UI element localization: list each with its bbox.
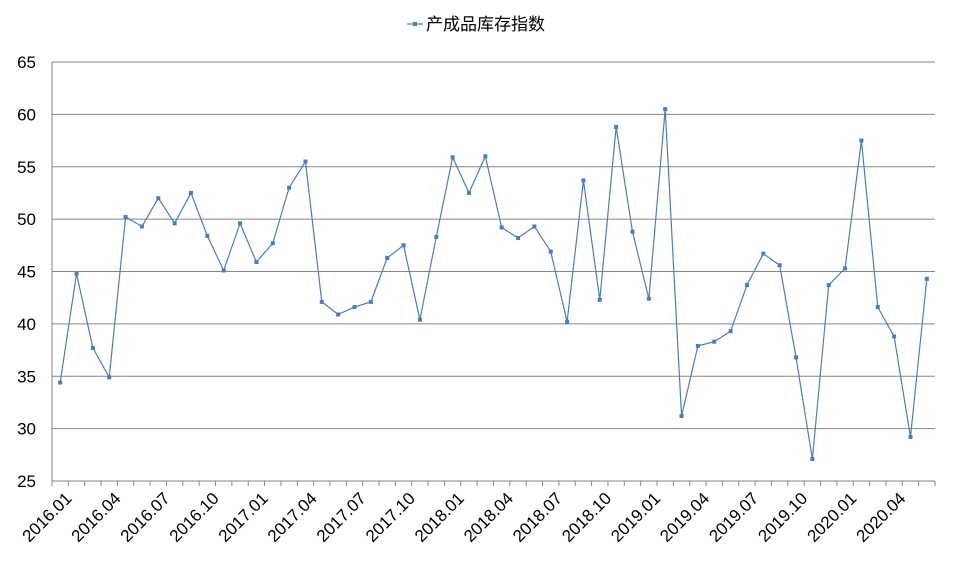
y-tick-label: 25 <box>17 472 36 491</box>
point <box>777 263 782 268</box>
point <box>859 138 864 143</box>
point <box>548 249 553 254</box>
point <box>483 154 488 159</box>
x-tick-label: 2020.01 <box>803 489 860 546</box>
point <box>221 268 226 273</box>
y-tick-label: 55 <box>17 158 36 177</box>
x-tick-label: 2018.10 <box>558 489 615 546</box>
point <box>450 155 455 160</box>
point <box>74 271 79 276</box>
x-tick-label: 2017.10 <box>362 489 419 546</box>
point <box>466 190 471 195</box>
point <box>303 159 308 164</box>
point <box>90 345 95 350</box>
y-tick-label: 30 <box>17 420 36 439</box>
point <box>663 107 668 112</box>
point <box>712 339 717 344</box>
point <box>565 319 570 324</box>
point <box>695 343 700 348</box>
y-tick-label: 45 <box>17 263 36 282</box>
point <box>368 299 373 304</box>
legend-label: 产成品库存指数 <box>426 15 545 34</box>
point <box>924 276 929 281</box>
point <box>581 178 586 183</box>
y-tick-label: 65 <box>17 53 36 72</box>
point <box>385 255 390 260</box>
legend-marker <box>413 22 417 26</box>
x-tick-label: 2019.10 <box>754 489 811 546</box>
y-tick-label: 35 <box>17 367 36 386</box>
x-tick-label: 2016.04 <box>68 489 125 546</box>
x-tick-label: 2019.04 <box>656 489 713 546</box>
point <box>254 260 259 265</box>
x-tick-label: 2018.04 <box>460 489 517 546</box>
point <box>352 305 357 310</box>
x-tick-label: 2019.01 <box>607 489 664 546</box>
point <box>532 224 537 229</box>
x-tick-label: 2016.01 <box>19 489 76 546</box>
y-tick-label: 50 <box>17 210 36 229</box>
point <box>123 215 128 220</box>
point <box>107 375 112 380</box>
point <box>761 251 766 256</box>
y-tick-label: 60 <box>17 105 36 124</box>
point <box>728 329 733 334</box>
point <box>810 457 815 462</box>
point <box>270 241 275 246</box>
x-tick-label: 2017.07 <box>313 489 370 546</box>
y-tick-label: 40 <box>17 315 36 334</box>
point <box>875 305 880 310</box>
x-tick-label: 2016.10 <box>166 489 223 546</box>
point <box>188 190 193 195</box>
point <box>908 435 913 440</box>
point <box>646 296 651 301</box>
point <box>744 283 749 288</box>
point <box>139 224 144 229</box>
series-line <box>59 109 928 460</box>
x-tick-label: 2019.07 <box>705 489 762 546</box>
x-tick-label: 2018.01 <box>411 489 468 546</box>
point <box>614 124 619 129</box>
point <box>205 233 210 238</box>
x-tick-label: 2017.01 <box>215 489 272 546</box>
point <box>172 221 177 226</box>
point <box>499 225 504 230</box>
x-tick-label: 2018.07 <box>509 489 566 546</box>
point <box>319 299 324 304</box>
x-tick-label: 2016.07 <box>117 489 174 546</box>
point <box>630 229 635 234</box>
point <box>336 312 341 317</box>
point <box>516 235 521 240</box>
point <box>892 334 897 339</box>
point <box>597 297 602 302</box>
point <box>843 266 848 271</box>
point <box>434 234 439 239</box>
point <box>287 185 292 190</box>
point <box>156 196 161 201</box>
point <box>826 283 831 288</box>
x-tick-label: 2017.04 <box>264 489 321 546</box>
point <box>794 355 799 360</box>
point <box>58 380 63 385</box>
point <box>679 414 684 419</box>
point <box>417 317 422 322</box>
point <box>401 243 406 248</box>
point <box>238 221 243 226</box>
x-tick-label: 2020.04 <box>853 489 910 546</box>
